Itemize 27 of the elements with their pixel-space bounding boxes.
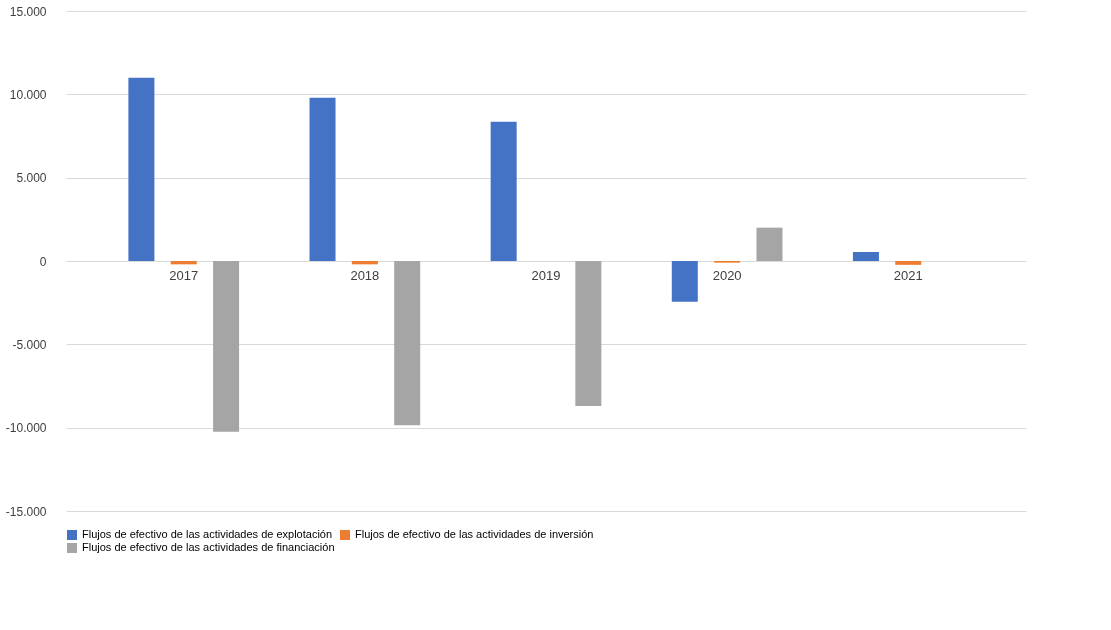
y-tick-label: -15.000 <box>5 504 47 519</box>
y-tick-label: 10.000 <box>9 87 47 102</box>
bar <box>309 97 336 261</box>
legend-label: Flujos de efectivo de las actividades de explotación <box>82 528 333 540</box>
bar <box>213 261 240 432</box>
bar <box>895 261 922 265</box>
y-tick-label: 15.000 <box>9 4 47 19</box>
x-tick-label: 2017 <box>169 267 199 283</box>
x-tick-label: 2019 <box>531 267 561 283</box>
bar <box>575 261 602 406</box>
y-tick-label: 5.000 <box>16 171 47 186</box>
y-tick-label: -5.000 <box>12 337 47 352</box>
bar <box>170 261 197 265</box>
legend-label: Flujos de efectivo de las actividades de financiación <box>82 541 335 553</box>
bar <box>394 261 421 426</box>
bar <box>490 121 517 261</box>
bar <box>128 77 155 261</box>
y-tick-label: 0 <box>39 254 47 269</box>
y-tick-label: -10.000 <box>5 421 47 436</box>
x-tick-label: 2020 <box>712 267 742 283</box>
bar <box>756 227 783 261</box>
bar <box>351 261 378 265</box>
x-tick-label: 2018 <box>350 267 380 283</box>
legend-label: Flujos de efectivo de las actividades de inversión <box>355 528 594 540</box>
bar <box>852 252 879 261</box>
bar <box>671 261 698 302</box>
x-tick-label: 2021 <box>893 267 923 283</box>
